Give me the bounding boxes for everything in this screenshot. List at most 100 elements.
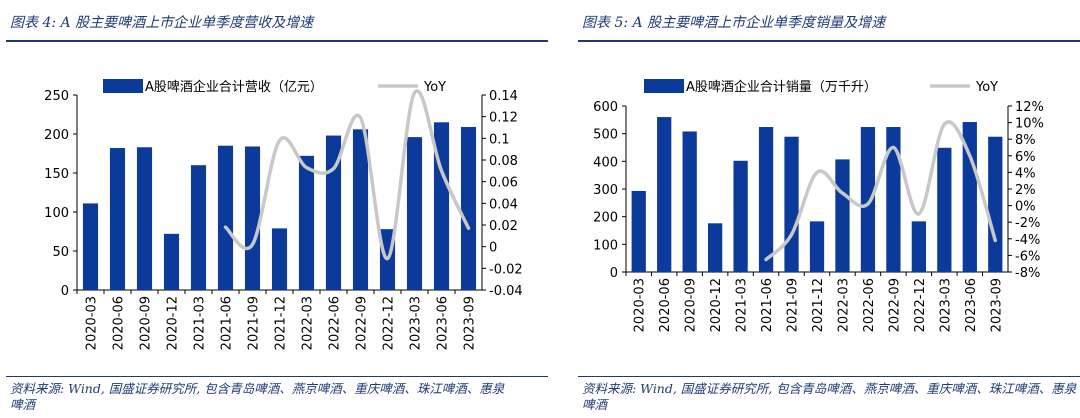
x-tick-label: 2020-03 [633, 278, 648, 332]
right-tick-label: 0.1 [489, 132, 510, 147]
right-tick-label: -4% [1015, 233, 1040, 248]
chart-panel-volume: 图表 5: A 股主要啤酒上市企业单季度销量及增速 0 100 200 300 400 5… [572, 0, 1080, 418]
right-tick-label: 6% [1015, 150, 1036, 165]
chart-source: 资料来源: Wind, 国盛证券研究所, 包含青岛啤酒、燕京啤酒、重庆啤酒、珠江… [10, 381, 505, 412]
yoy-line [764, 120, 998, 262]
bar [190, 165, 207, 290]
x-tick-label: 2022-03 [836, 278, 851, 332]
bar [809, 221, 825, 272]
bar [298, 155, 315, 290]
right-tick-label: 0 [489, 241, 497, 256]
x-tick-label: 2020-06 [112, 296, 127, 350]
legend-bar-swatch [103, 79, 143, 93]
x-tick-label: 2022-06 [328, 296, 343, 350]
bar [758, 127, 774, 272]
bar [835, 159, 850, 272]
right-tick-label: 0% [1015, 200, 1036, 215]
x-tick-label: 2023-03 [409, 296, 424, 350]
x-tick-label: 2023-03 [938, 278, 953, 332]
bar [708, 223, 723, 272]
right-tick-label: 0.08 [489, 154, 518, 169]
bar [860, 127, 876, 272]
bar [163, 233, 180, 290]
x-tick-label: 2022-12 [382, 296, 397, 350]
x-tick-label: 2020-12 [166, 296, 181, 350]
right-tick-label: 4% [1015, 166, 1036, 181]
x-tick-label: 2023-09 [989, 278, 1004, 332]
right-tick-label: 0.04 [489, 197, 518, 212]
x-tick-label: 2023-06 [964, 278, 979, 332]
left-tick-label: 0 [610, 266, 618, 281]
bar [886, 127, 901, 272]
left-tick-label: 400 [593, 155, 618, 170]
right-tick-label: -2% [1015, 216, 1040, 231]
bar [244, 146, 261, 290]
left-tick-label: 200 [593, 211, 618, 226]
x-tick-label: 2021-06 [760, 278, 775, 332]
left-tick-label: 500 [593, 128, 618, 143]
x-tick-label: 2020-09 [139, 296, 154, 350]
right-tick-label: 0.06 [489, 176, 518, 191]
x-tick-label: 2023-06 [436, 296, 451, 350]
right-tick-label: -0.02 [489, 262, 523, 277]
x-tick-label: 2021-03 [193, 296, 208, 350]
title-rule [578, 40, 1080, 42]
x-tick-label: 2022-09 [355, 296, 370, 350]
yoy-line [223, 89, 471, 261]
x-tick-label: 2021-12 [811, 278, 826, 332]
chart-panel-revenue: 图表 4: A 股主要啤酒上市企业单季度营收及增速 0 50 100 150 200 25… [6, 15, 548, 412]
bar [657, 117, 672, 272]
right-tick-label: 0.02 [489, 219, 518, 234]
revenue-chart: 0 50 100 150 200 250 -0.04 -0.02 0 0.02 0.04 0.06 0.… [44, 79, 523, 350]
bar [631, 190, 646, 272]
x-tick-label: 2021-09 [247, 296, 262, 350]
left-tick-label: 300 [593, 183, 618, 198]
legend-line-label: YoY [423, 80, 446, 95]
left-tick-label: 150 [44, 167, 69, 182]
legend-bar-label: A股啤酒企业合计营收（亿元） [145, 79, 323, 95]
x-tick-label: 2022-09 [887, 278, 902, 332]
right-tick-label: 2% [1015, 183, 1036, 198]
bar [217, 145, 234, 290]
x-tick-label: 2021-09 [786, 278, 801, 332]
x-tick-label: 2020-03 [85, 296, 100, 350]
x-tick-label: 2022-06 [862, 278, 877, 332]
bar [733, 160, 748, 272]
source-rule [578, 376, 1080, 377]
bar [962, 122, 977, 273]
x-tick-label: 2020-06 [658, 278, 673, 332]
legend-bar-swatch [644, 79, 684, 93]
bar [136, 147, 153, 290]
bar [682, 131, 697, 272]
bar [82, 203, 99, 290]
x-tick-label: 2023-09 [463, 296, 478, 350]
bar [271, 228, 288, 290]
left-tick-label: 100 [44, 206, 69, 221]
bar [784, 136, 799, 272]
chart-title: 图表 5: A 股主要啤酒上市企业单季度销量及增速 [582, 15, 886, 31]
bar [352, 129, 369, 290]
legend-line-label: YoY [975, 80, 998, 95]
legend-bar-label: A股啤酒企业合计销量（万千升） [686, 79, 877, 95]
left-tick-label: 200 [44, 128, 69, 143]
x-tick-label: 2021-06 [220, 296, 235, 350]
right-tick-label: 0.14 [489, 89, 518, 104]
x-tick-label: 2021-12 [274, 296, 289, 350]
right-tick-label: -8% [1015, 266, 1040, 281]
bar [460, 126, 477, 290]
source-rule [6, 376, 548, 377]
right-tick-label: 10% [1015, 117, 1044, 132]
bar [325, 135, 342, 290]
chart-title: 图表 4: A 股主要啤酒上市企业单季度营收及增速 [10, 15, 314, 31]
left-tick-label: 250 [44, 89, 69, 104]
bar [109, 148, 126, 290]
bar [406, 137, 423, 290]
right-tick-label: 0.12 [489, 111, 518, 126]
left-tick-label: 100 [593, 238, 618, 253]
volume-chart: 0 100 200 300 400 500 600 -8% -6%-4% -2%0% 2% 4%6% 8… [593, 79, 1044, 332]
bar [937, 147, 952, 272]
title-rule [6, 40, 548, 42]
x-tick-label: 2020-12 [709, 278, 724, 332]
right-tick-label: 8% [1015, 133, 1036, 148]
x-tick-label: 2021-03 [735, 278, 750, 332]
